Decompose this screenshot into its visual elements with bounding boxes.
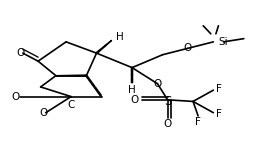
Text: F: F [195,117,201,127]
Text: O: O [153,79,162,89]
Text: Si: Si [218,37,228,47]
Text: F: F [215,84,221,94]
Text: S: S [164,95,171,108]
Text: O: O [39,108,47,118]
Text: C: C [67,100,75,110]
Text: O: O [184,43,192,53]
Text: O: O [16,48,24,58]
Polygon shape [56,75,86,76]
Text: O: O [131,95,139,105]
Text: O: O [164,119,172,129]
Text: F: F [215,109,221,119]
Text: O: O [11,92,19,102]
Polygon shape [96,40,112,53]
Text: H: H [116,32,123,42]
Text: H: H [128,85,136,95]
